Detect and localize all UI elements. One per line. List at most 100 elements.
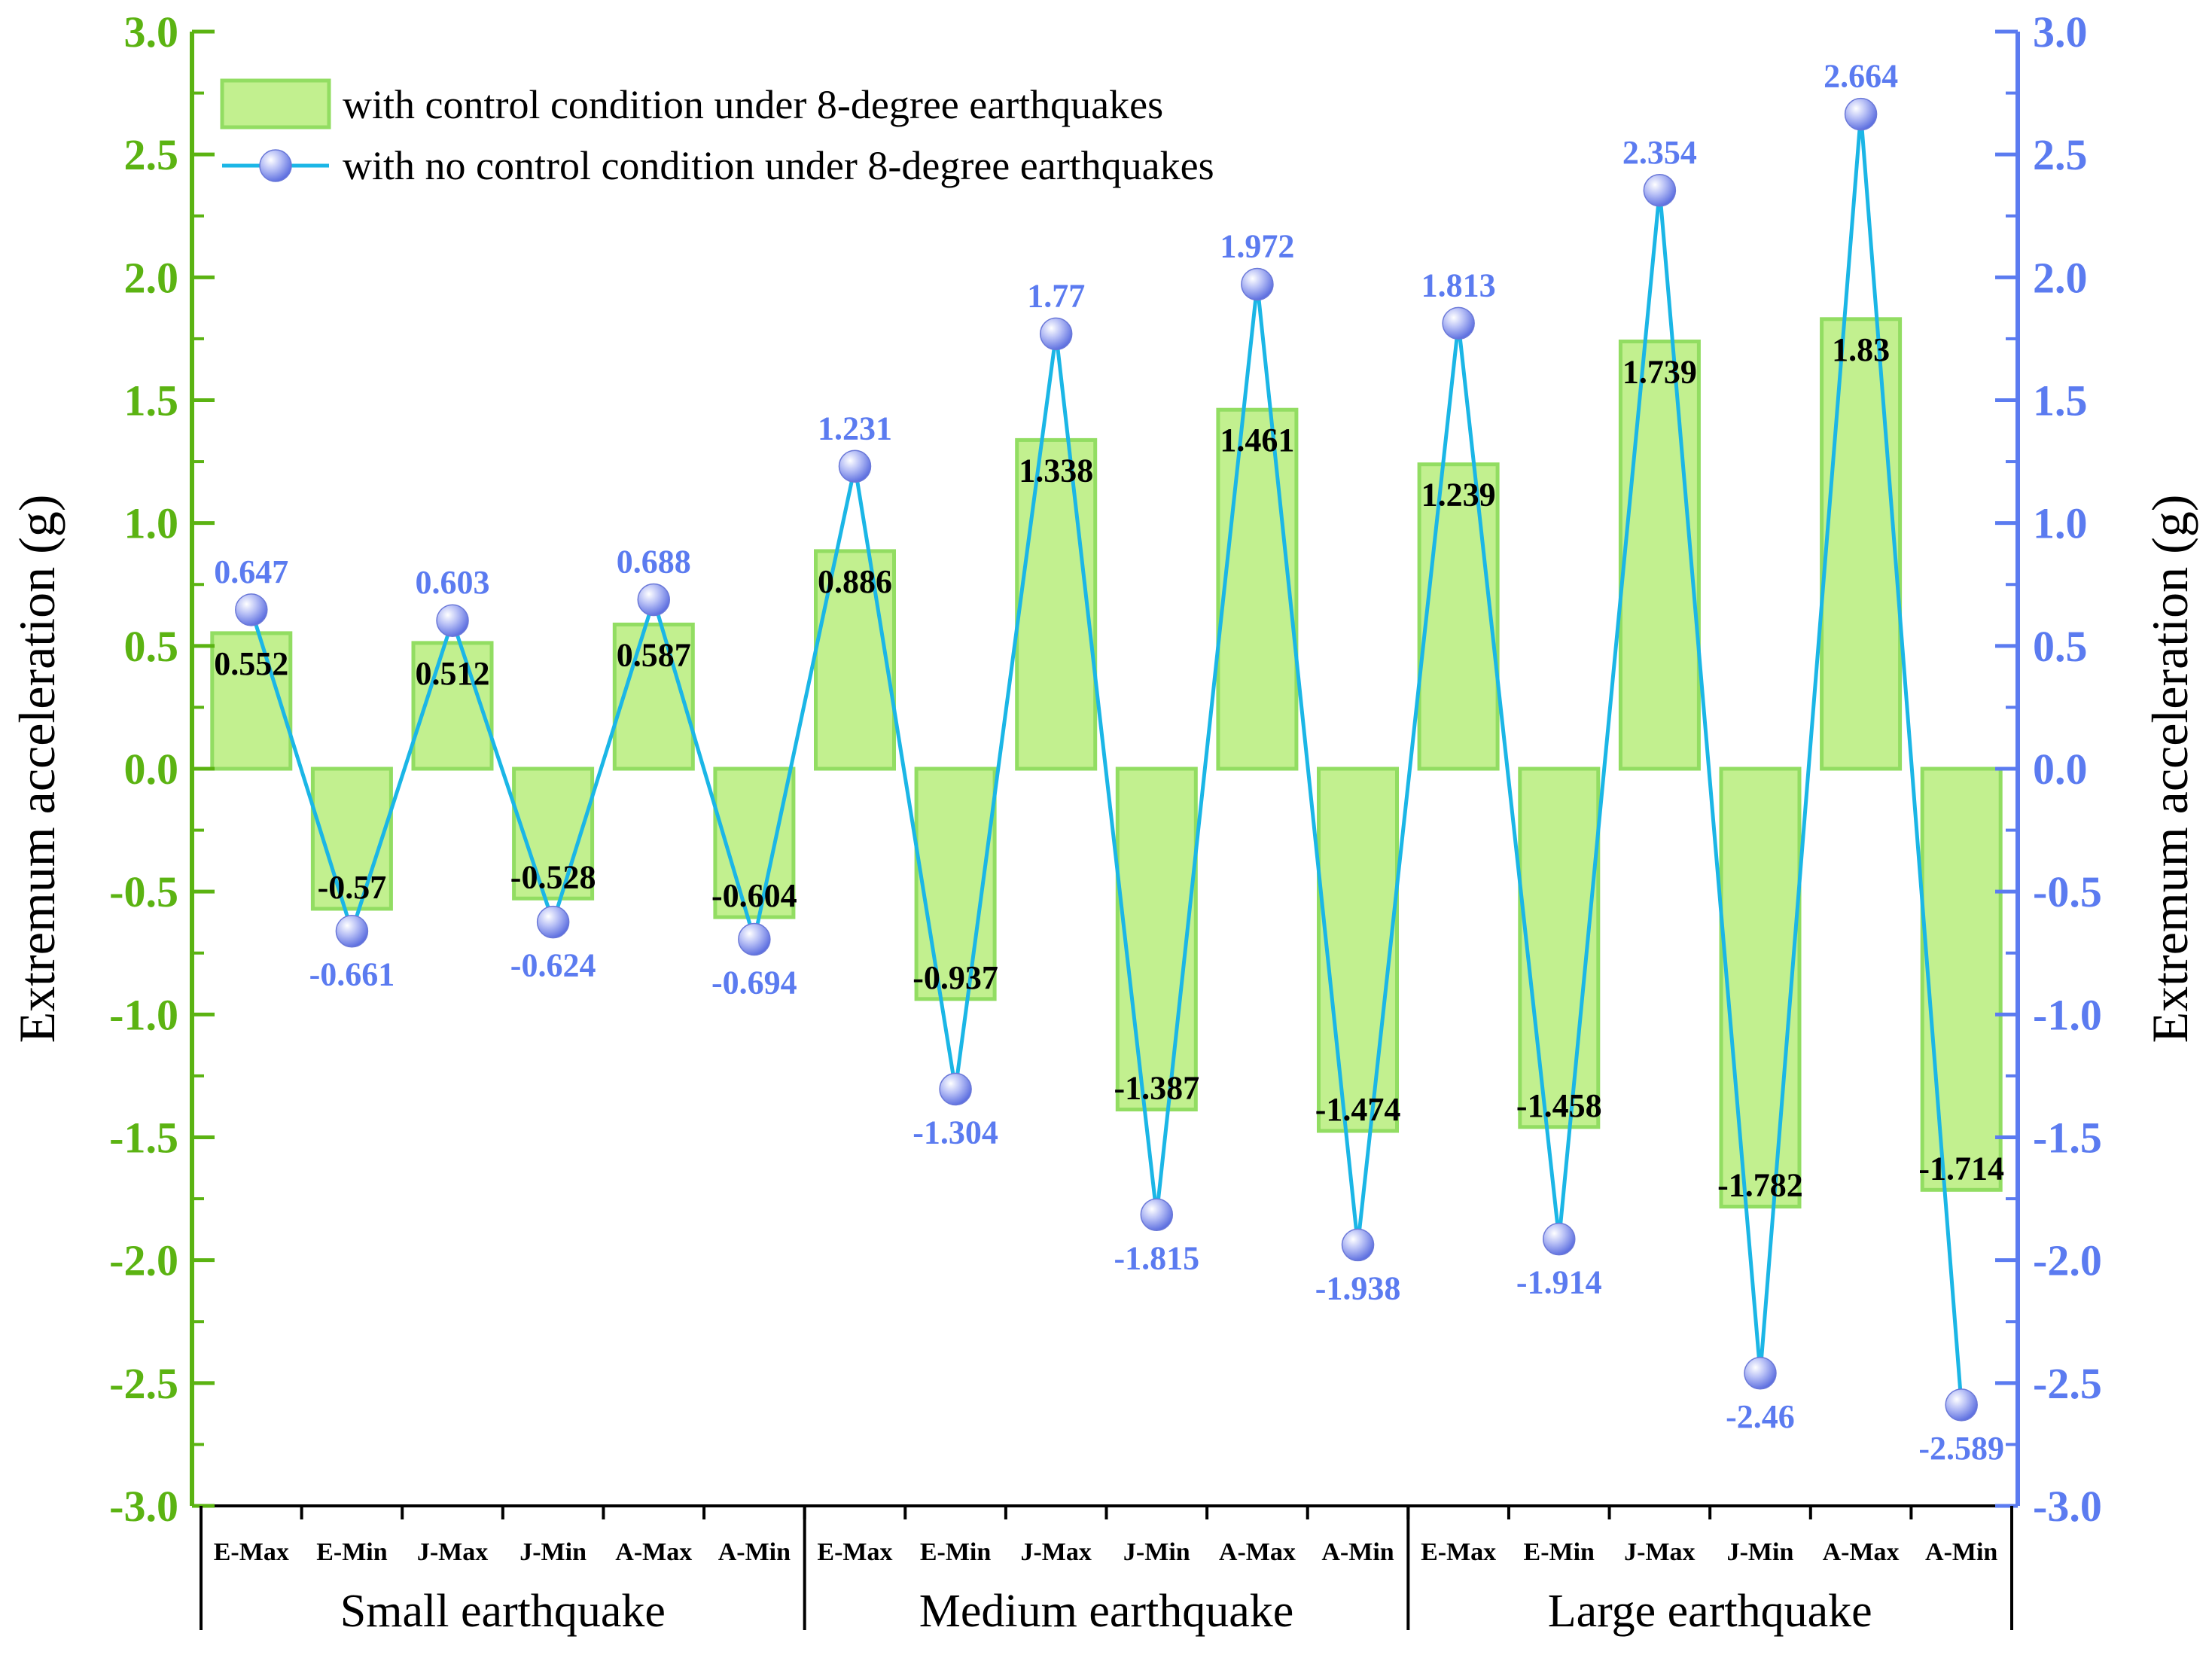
line-point-11 <box>1341 1228 1375 1262</box>
bar-4 <box>612 622 695 771</box>
bars-layer <box>210 317 2003 1208</box>
line-point-10 <box>1241 267 1274 301</box>
category-label-2: J-Max <box>417 1538 488 1566</box>
bar-17 <box>1920 766 2003 1192</box>
line-point-14 <box>1643 174 1677 207</box>
category-label-15: J-Min <box>1727 1538 1794 1566</box>
category-label-0: E-Max <box>214 1538 289 1566</box>
line-point-2 <box>436 604 469 637</box>
category-label-4: A-Max <box>615 1538 692 1566</box>
line-value-label-6: 1.231 <box>818 410 892 446</box>
line-point-17 <box>1945 1388 1978 1422</box>
legend-swatch-bar <box>220 78 331 130</box>
category-label-13: E-Min <box>1524 1538 1595 1566</box>
group-label-1: Medium earthquake <box>919 1586 1294 1637</box>
line-value-label-5: -0.694 <box>711 964 797 1001</box>
left-tick-label-10: -2.0 <box>109 1236 178 1285</box>
line-value-label-16: 2.664 <box>1824 58 1898 95</box>
line-value-label-7: -1.304 <box>913 1114 998 1151</box>
legend: with control condition under 8-degree ea… <box>220 78 1214 188</box>
line-value-label-4: 0.688 <box>617 543 691 580</box>
line-value-label-9: -1.815 <box>1114 1239 1199 1276</box>
bar-value-label-6: 0.886 <box>818 563 892 600</box>
bar-value-label-2: 0.512 <box>416 655 490 692</box>
bar-value-label-12: 1.239 <box>1421 477 1496 514</box>
right-tick-label-4: 1.0 <box>2033 499 2088 548</box>
left-tick-label-7: -0.5 <box>109 867 178 916</box>
right-axis-title: Extremum acceleration (g) <box>2141 495 2198 1044</box>
bar-14 <box>1618 340 1701 771</box>
legend-label-bar: with control condition under 8-degree ea… <box>343 82 1163 127</box>
bar-16 <box>1820 317 1903 771</box>
axes-layer: 3.0 3.0 2.5 2.5 2.0 2.0 1.5 1.5 1.0 1.0 0.5 0.5 0.0 0… <box>8 8 2198 1637</box>
bar-value-label-3: -0.528 <box>510 858 596 895</box>
bar-value-label-15: -1.782 <box>1717 1167 1803 1204</box>
bar-value-label-7: -0.937 <box>913 959 998 996</box>
bar-0 <box>210 631 293 771</box>
bar-5 <box>713 766 796 919</box>
bar-value-label-5: -0.604 <box>711 877 797 914</box>
line-point-12 <box>1442 306 1475 340</box>
category-label-8: J-Max <box>1020 1538 1091 1566</box>
category-label-7: E-Min <box>920 1538 992 1566</box>
line-value-label-17: -2.589 <box>1918 1430 2004 1467</box>
category-label-17: A-Min <box>1925 1538 1997 1566</box>
category-label-3: J-Min <box>519 1538 587 1566</box>
legend-label-line: with no control condition under 8-degree… <box>343 143 1214 188</box>
right-tick-label-3: 1.5 <box>2033 376 2088 425</box>
right-tick-label-1: 2.5 <box>2033 130 2088 179</box>
left-axis-title: Extremum acceleration (g) <box>8 495 66 1044</box>
line-point-16 <box>1844 97 1878 131</box>
line-point-0 <box>235 593 268 626</box>
line-value-label-3: -0.624 <box>510 947 596 984</box>
left-tick-label-3: 1.5 <box>124 376 179 425</box>
line-point-3 <box>536 905 570 939</box>
line-value-label-15: -2.46 <box>1726 1398 1795 1435</box>
line-value-label-0: 0.647 <box>214 553 288 590</box>
category-label-14: J-Max <box>1624 1538 1695 1566</box>
right-tick-label-5: 0.5 <box>2033 622 2088 671</box>
bar-9 <box>1115 766 1198 1112</box>
bar-value-label-4: 0.587 <box>617 636 691 673</box>
bar-15 <box>1719 766 1802 1208</box>
left-tick-label-9: -1.5 <box>109 1114 178 1163</box>
left-tick-label-0: 3.0 <box>124 8 179 56</box>
right-tick-label-11: -2.5 <box>2033 1359 2102 1408</box>
line-point-13 <box>1543 1222 1576 1256</box>
line-value-label-1: -0.661 <box>309 956 395 993</box>
line-point-7 <box>939 1072 972 1106</box>
bar-value-label-11: -1.474 <box>1315 1091 1401 1128</box>
bar-value-label-10: 1.461 <box>1220 422 1294 459</box>
group-label-2: Large earthquake <box>1548 1586 1872 1637</box>
left-tick-label-4: 1.0 <box>124 499 179 548</box>
left-tick-label-6: 0.0 <box>124 745 179 794</box>
line-layer <box>235 97 1978 1422</box>
left-tick-label-5: 0.5 <box>124 622 179 671</box>
right-tick-label-0: 3.0 <box>2033 8 2088 56</box>
left-tick-label-1: 2.5 <box>124 130 179 179</box>
right-tick-label-10: -2.0 <box>2033 1236 2102 1285</box>
bar-value-label-1: -0.57 <box>318 869 387 906</box>
line-point-8 <box>1039 317 1073 351</box>
line-value-label-12: 1.813 <box>1421 267 1496 303</box>
line-value-label-2: 0.603 <box>416 564 490 601</box>
bar-11 <box>1317 766 1399 1133</box>
line-value-label-11: -1.938 <box>1315 1269 1401 1306</box>
right-tick-label-8: -1.0 <box>2033 990 2102 1039</box>
series-line <box>249 114 1964 1406</box>
right-tick-label-12: -3.0 <box>2033 1482 2102 1531</box>
bar-value-label-8: 1.338 <box>1019 452 1093 489</box>
line-point-6 <box>838 450 872 483</box>
bar-12 <box>1417 462 1500 771</box>
line-value-label-13: -1.914 <box>1516 1264 1602 1301</box>
line-point-5 <box>738 922 771 956</box>
right-tick-label-9: -1.5 <box>2033 1114 2102 1163</box>
line-value-label-14: 2.354 <box>1622 134 1697 171</box>
category-label-1: E-Min <box>316 1538 388 1566</box>
bar-value-label-17: -1.714 <box>1918 1150 2004 1187</box>
category-label-16: A-Max <box>1823 1538 1900 1566</box>
bar-value-label-16: 1.83 <box>1832 331 1890 368</box>
line-point-9 <box>1140 1198 1174 1232</box>
left-tick-label-11: -2.5 <box>109 1359 178 1408</box>
